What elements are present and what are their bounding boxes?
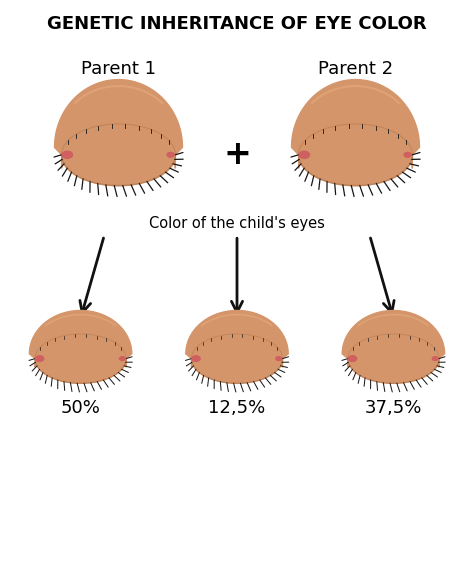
Ellipse shape	[432, 356, 438, 361]
Ellipse shape	[191, 334, 283, 384]
Circle shape	[219, 341, 255, 376]
Text: Parent 1: Parent 1	[81, 60, 156, 78]
Circle shape	[109, 145, 128, 164]
Circle shape	[384, 349, 403, 368]
Circle shape	[228, 349, 246, 368]
Polygon shape	[348, 334, 439, 367]
Circle shape	[376, 341, 411, 376]
Ellipse shape	[299, 124, 412, 186]
Polygon shape	[342, 310, 445, 384]
Polygon shape	[29, 310, 132, 384]
Circle shape	[107, 143, 130, 167]
Circle shape	[73, 351, 88, 366]
Circle shape	[238, 352, 243, 357]
Ellipse shape	[276, 356, 282, 361]
Polygon shape	[35, 334, 126, 367]
Text: 37,5%: 37,5%	[365, 400, 422, 417]
Circle shape	[230, 351, 244, 366]
Polygon shape	[191, 334, 283, 367]
Circle shape	[97, 133, 140, 177]
Ellipse shape	[119, 356, 125, 361]
Circle shape	[386, 351, 401, 366]
Ellipse shape	[192, 356, 200, 362]
Text: 12,5%: 12,5%	[209, 400, 265, 417]
Polygon shape	[186, 310, 288, 384]
Text: Color of the child's eyes: Color of the child's eyes	[149, 216, 325, 231]
Text: +: +	[223, 138, 251, 171]
Polygon shape	[292, 79, 419, 186]
Circle shape	[120, 147, 126, 153]
Ellipse shape	[299, 151, 310, 158]
Circle shape	[395, 352, 400, 357]
Ellipse shape	[348, 356, 356, 362]
Polygon shape	[55, 79, 182, 186]
Circle shape	[63, 341, 98, 376]
Polygon shape	[299, 124, 412, 168]
Ellipse shape	[404, 152, 411, 157]
Circle shape	[334, 133, 377, 177]
Ellipse shape	[348, 334, 439, 384]
Ellipse shape	[167, 152, 174, 157]
Text: GENETIC INHERITANCE OF EYE COLOR: GENETIC INHERITANCE OF EYE COLOR	[47, 15, 427, 33]
Circle shape	[344, 143, 367, 167]
Ellipse shape	[62, 151, 73, 158]
Text: 50%: 50%	[61, 400, 100, 417]
Ellipse shape	[62, 124, 175, 186]
Circle shape	[82, 352, 87, 357]
Text: Parent 2: Parent 2	[318, 60, 393, 78]
Ellipse shape	[36, 356, 44, 362]
Circle shape	[357, 147, 363, 153]
Circle shape	[71, 349, 90, 368]
Ellipse shape	[35, 334, 126, 384]
Polygon shape	[62, 124, 175, 168]
Circle shape	[346, 145, 365, 164]
